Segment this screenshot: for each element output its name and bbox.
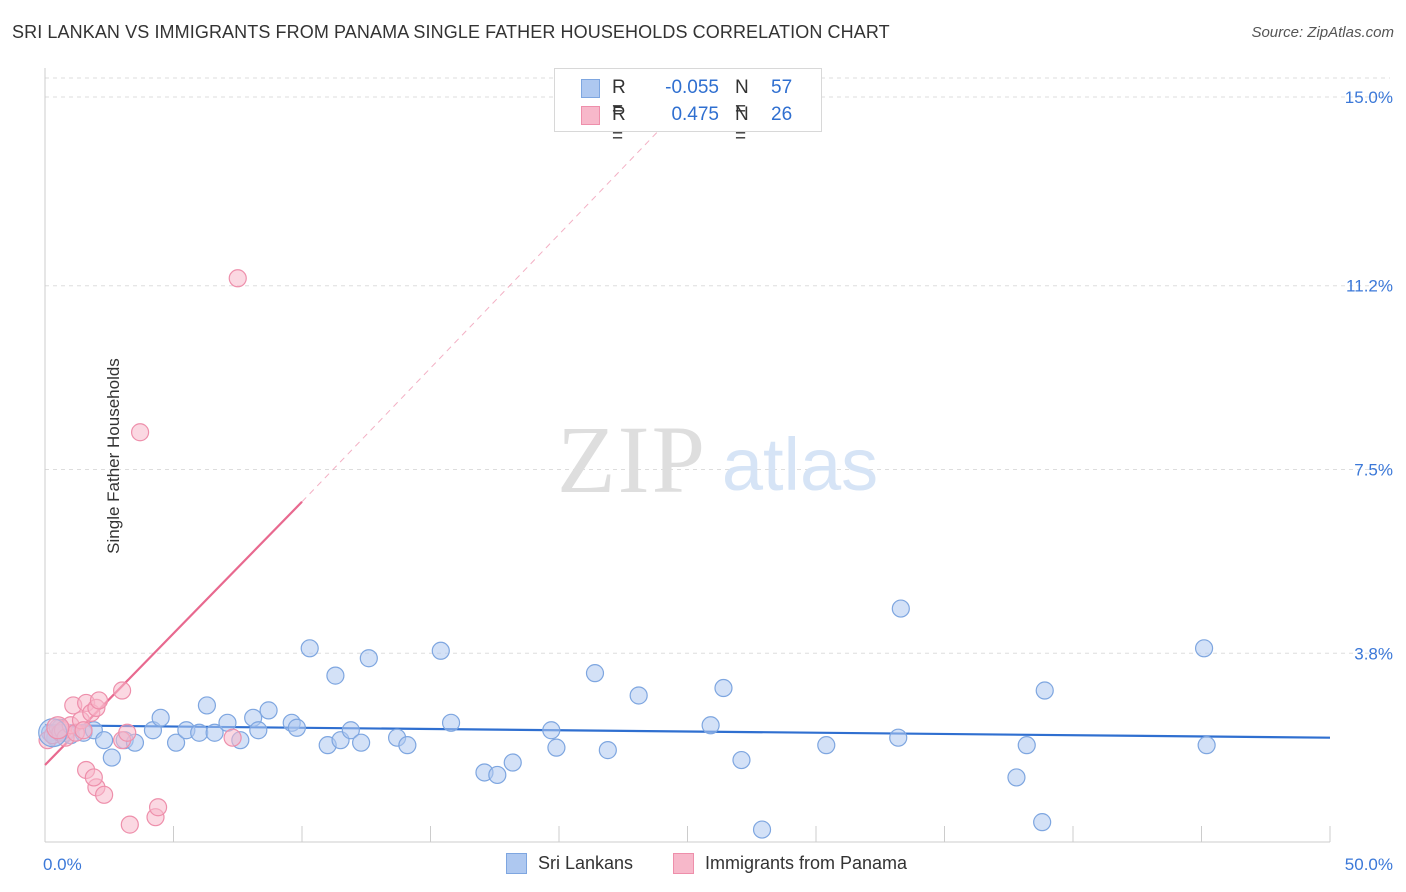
panama-point xyxy=(84,768,103,787)
legend-n-value: 26 xyxy=(771,104,793,125)
sri-lankan-point xyxy=(598,741,617,760)
bottom-legend-swatch-pink xyxy=(673,853,694,874)
source-label: Source: ZipAtlas.com xyxy=(1251,24,1394,41)
legend-r-value: -0.055 xyxy=(665,77,719,98)
sri-lankan-point xyxy=(300,639,319,658)
panama-point xyxy=(130,423,150,442)
bottom-legend-label: Immigrants from Panama xyxy=(705,853,908,873)
sri-lankan-point xyxy=(287,718,306,737)
y-axis-label: Single Father Households xyxy=(103,358,123,554)
sri-lankan-point xyxy=(249,721,268,740)
sri-lankan-point xyxy=(431,641,450,660)
sri-lankan-point xyxy=(1197,736,1216,755)
sri-lankan-point xyxy=(102,748,121,767)
sri-lankan-point xyxy=(166,733,186,752)
sri-lankan-point xyxy=(205,723,224,742)
sri-lankan-point xyxy=(732,750,751,770)
sri-lankan-point xyxy=(190,723,209,742)
legend-r-label: R = xyxy=(612,104,626,147)
sri-lankan-point xyxy=(326,666,345,685)
bottom-legend-label: Sri Lankans xyxy=(538,853,634,873)
points-layer xyxy=(38,269,1216,839)
chart-title: SRI LANKAN VS IMMIGRANTS FROM PANAMA SIN… xyxy=(12,22,890,42)
panama-point xyxy=(228,269,247,288)
sri-lankan-point xyxy=(1033,813,1052,832)
sri-lankan-point xyxy=(817,736,836,755)
grid-layer xyxy=(45,77,1390,654)
sri-lankan-point xyxy=(488,765,507,785)
sri-lankan-point xyxy=(1007,768,1026,787)
watermark-zip: ZIP xyxy=(557,406,707,513)
sri-lankan-point xyxy=(889,728,908,747)
panama-point xyxy=(118,723,137,742)
sri-lankan-point xyxy=(585,664,605,683)
panama-point xyxy=(120,815,139,834)
panama-trend-extension xyxy=(301,119,670,503)
axis-layer xyxy=(44,68,1331,843)
x-tick-label: 50.0% xyxy=(1345,855,1393,874)
y-tick-label: 11.2% xyxy=(1346,277,1393,296)
panama-cluster-point xyxy=(46,716,70,740)
sri-lankan-point xyxy=(151,708,170,727)
y-tick-label: 3.8% xyxy=(1354,644,1393,663)
sri-lankan-point xyxy=(1035,681,1054,700)
panama-point xyxy=(74,721,93,740)
watermark: ZIP atlas xyxy=(557,406,878,513)
sri-lankan-point xyxy=(441,713,461,732)
panama-point xyxy=(95,785,114,804)
sri-lankan-point xyxy=(259,701,278,720)
legend-r-value: 0.475 xyxy=(671,104,719,125)
correlation-legend: R = -0.055 N = 57 R = 0.475 N = 26 xyxy=(554,68,822,147)
legend-swatch-blue xyxy=(581,79,600,98)
legend-swatch-pink xyxy=(581,106,600,125)
sri-lankan-point xyxy=(1194,639,1214,658)
sri-lankan-point xyxy=(359,649,378,668)
sri-lankan-point xyxy=(629,686,648,705)
sri-lankan-point xyxy=(398,736,417,755)
panama-point xyxy=(112,681,132,700)
sri-lankan-point xyxy=(714,678,733,698)
sri-lankan-point xyxy=(341,721,360,740)
sri-lankan-point xyxy=(701,716,720,735)
sri-lankan-point xyxy=(542,721,561,740)
sri-lankan-point xyxy=(891,599,910,618)
legend-n-label: N = xyxy=(735,77,749,120)
y-tick-label: 15.0% xyxy=(1345,88,1393,107)
sri-lankan-point xyxy=(197,696,217,715)
y-tick-label: 7.5% xyxy=(1354,461,1393,480)
panama-point xyxy=(223,728,242,747)
sri-lankan-point xyxy=(1017,736,1036,755)
sri-lankan-point xyxy=(547,738,566,757)
legend-r-label: R = xyxy=(612,77,626,120)
legend-n-label: N = xyxy=(735,104,749,147)
sri-lankan-point xyxy=(752,820,772,839)
x-tick-label: 0.0% xyxy=(43,855,82,874)
bottom-legend-swatch-blue xyxy=(506,853,527,874)
sri-lankan-point xyxy=(503,753,522,772)
legend-n-value: 57 xyxy=(771,77,793,98)
watermark-atlas: atlas xyxy=(722,423,878,506)
label-layer: 3.8% 7.5% 11.2% 15.0% 0.0% 50.0% xyxy=(43,88,1393,874)
sri-lankan-point xyxy=(95,731,114,750)
sri-lankan-point xyxy=(352,733,371,752)
panama-point xyxy=(148,798,168,817)
panama-point xyxy=(89,691,109,710)
